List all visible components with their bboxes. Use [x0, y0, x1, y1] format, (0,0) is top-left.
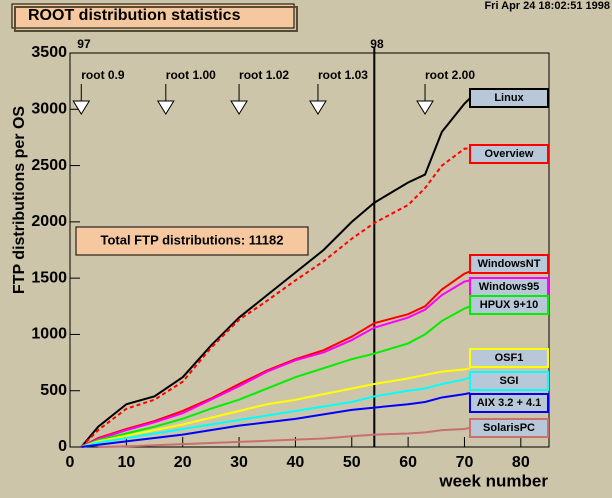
y-tick-label: 1000	[31, 326, 67, 343]
x-tick-label: 60	[399, 454, 417, 471]
x-tick-label: 80	[512, 454, 530, 471]
legend-label: AIX 3.2 + 4.1	[477, 397, 542, 409]
legend-box	[469, 295, 549, 315]
legend-label: Windows95	[479, 281, 539, 293]
total-box	[75, 226, 309, 256]
series-line	[98, 426, 471, 448]
legend-box	[469, 254, 549, 274]
legend-label: WindowsNT	[478, 258, 541, 270]
y-tick-label: 3000	[31, 101, 67, 118]
year-label: 97	[77, 37, 91, 51]
release-arrow	[72, 100, 91, 115]
legend-label: SolarisPC	[483, 422, 535, 434]
legend-label: Linux	[494, 92, 524, 104]
y-tick-label: 2000	[31, 213, 67, 230]
series-line	[81, 376, 471, 448]
legend-label: Overview	[485, 148, 534, 160]
x-axis-label: week number	[438, 471, 548, 490]
release-label: root 1.03	[318, 68, 368, 82]
y-tick-label: 500	[40, 382, 67, 399]
legend-box	[469, 348, 549, 368]
title-shadow	[14, 6, 298, 32]
release-label: root 1.02	[239, 68, 289, 82]
x-tick-label: 40	[287, 454, 305, 471]
release-arrow	[156, 100, 175, 115]
series-line	[80, 97, 471, 448]
series-line	[80, 270, 471, 448]
y-tick-label: 3500	[31, 44, 67, 61]
timestamp: Fri Apr 24 18:02:51 1998	[484, 0, 610, 12]
x-tick-label: 0	[66, 454, 75, 471]
series-line	[80, 147, 471, 448]
x-tick-label: 70	[456, 454, 474, 471]
y-axis-label: FTP distributions per OS	[11, 106, 28, 294]
series-line	[81, 391, 471, 448]
legend-label: HPUX 9+10	[480, 299, 538, 311]
x-tick-label: 50	[343, 454, 361, 471]
x-tick-label: 10	[117, 454, 135, 471]
series-line	[80, 305, 471, 448]
release-label: root 1.00	[166, 68, 216, 82]
x-tick-label: 20	[174, 454, 192, 471]
legend-box	[469, 144, 549, 164]
legend-box	[469, 371, 549, 391]
release-arrow	[230, 100, 248, 115]
chart-title: ROOT distribution statistics	[28, 7, 241, 24]
release-arrow	[416, 100, 434, 115]
y-tick-label: 1500	[31, 269, 67, 286]
release-label: root 0.9	[81, 68, 125, 82]
legend-box	[469, 88, 549, 108]
series-line	[80, 279, 471, 448]
legend-box	[469, 418, 549, 438]
legend-label: SGI	[500, 375, 519, 387]
y-tick-label: 0	[58, 438, 67, 455]
release-label: root 2.00	[425, 68, 475, 82]
legend-box	[469, 393, 549, 413]
y-tick-label: 2500	[31, 157, 67, 174]
release-arrow	[309, 100, 327, 115]
series-line	[80, 367, 471, 448]
x-tick-label: 30	[230, 454, 248, 471]
year-label: 98	[370, 37, 384, 51]
total-text: Total FTP distributions: 11182	[100, 232, 283, 247]
legend-label: OSF1	[495, 352, 524, 364]
